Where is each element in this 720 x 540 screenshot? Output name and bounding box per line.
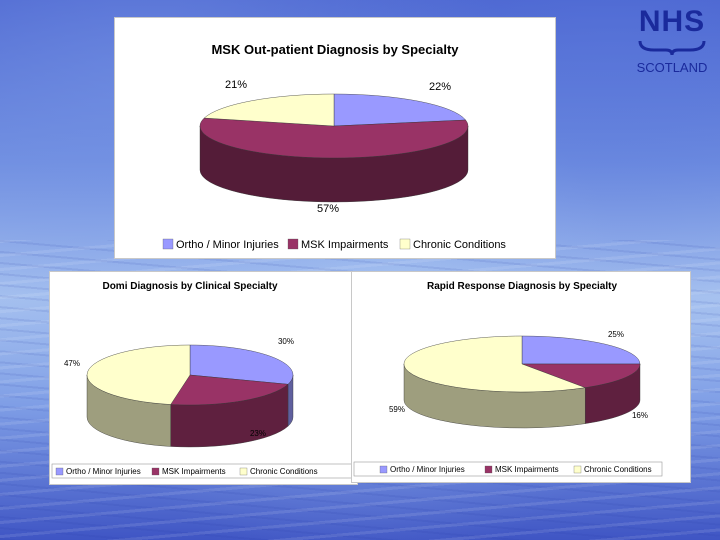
chart-title: Rapid Response Diagnosis by Specialty [427,281,617,292]
data-label-ortho: 22% [429,81,451,93]
chart-panel-domi: Domi Diagnosis by Clinical Specialty 30% 2… [50,272,357,484]
pie-chart-rapid-response: Rapid Response Diagnosis by Specialty 25%… [353,281,663,477]
pie-slice-msk [170,374,289,406]
legend-label-chronic: Chronic Conditions [250,467,318,476]
data-label-chronic: 21% [225,79,247,91]
data-label-msk: 16% [632,411,648,420]
chart-title: MSK Out-patient Diagnosis by Specialty [211,42,459,57]
data-label-msk: 57% [317,203,339,215]
pie-slice-ortho [189,344,294,385]
pie-slice-chronic [203,93,335,127]
legend-swatch-msk [484,465,493,474]
data-label-chronic: 47% [64,359,80,368]
legend-swatch-msk [151,467,160,476]
data-label-chronic: 59% [389,405,405,414]
pie-chart-domi: Domi Diagnosis by Clinical Specialty 30% 2… [51,281,355,479]
legend-swatch-chronic [399,238,411,250]
legend-label-msk: MSK Impairments [301,239,389,251]
data-label-msk: 23% [250,429,266,438]
chart-panel-rapid-response: Rapid Response Diagnosis by Specialty 25%… [352,272,690,482]
data-label-ortho: 25% [608,330,624,339]
legend-label-ortho: Ortho / Minor Injuries [176,239,279,251]
pie-slice-msk [521,363,641,388]
pie-slice-ortho [333,93,467,127]
pie-slice-chronic [86,344,191,405]
legend-swatch-ortho [55,467,64,476]
data-label-ortho: 30% [278,337,294,346]
logo-nhs-text: NHS [638,5,706,38]
legend-swatch-msk [287,238,299,250]
legend-label-chronic: Chronic Conditions [413,239,506,251]
legend-swatch-chronic [239,467,248,476]
legend-label-ortho: Ortho / Minor Injuries [390,465,465,474]
logo-brace-icon [638,40,706,56]
logo-scotland-text: SCOTLAND [636,60,708,75]
legend-label-ortho: Ortho / Minor Injuries [66,467,141,476]
legend-label-msk: MSK Impairments [162,467,226,476]
pie-slice-msk [199,117,469,159]
pie-slice-ortho [521,335,641,365]
pie-chart-msk-outpatient: MSK Out-patient Diagnosis by Specialty 22… [162,42,506,251]
pie-slice-chronic [403,335,587,393]
legend-swatch-ortho [379,465,388,474]
legend-box [353,461,663,477]
legend-swatch-ortho [162,238,174,250]
legend-swatch-chronic [573,465,582,474]
nhs-scotland-logo: NHS SCOTLAND [630,6,714,86]
chart-panel-msk-outpatient: MSK Out-patient Diagnosis by Specialty 22… [115,18,555,258]
legend-label-msk: MSK Impairments [495,465,559,474]
legend-label-chronic: Chronic Conditions [584,465,652,474]
chart-title: Domi Diagnosis by Clinical Specialty [102,281,277,292]
